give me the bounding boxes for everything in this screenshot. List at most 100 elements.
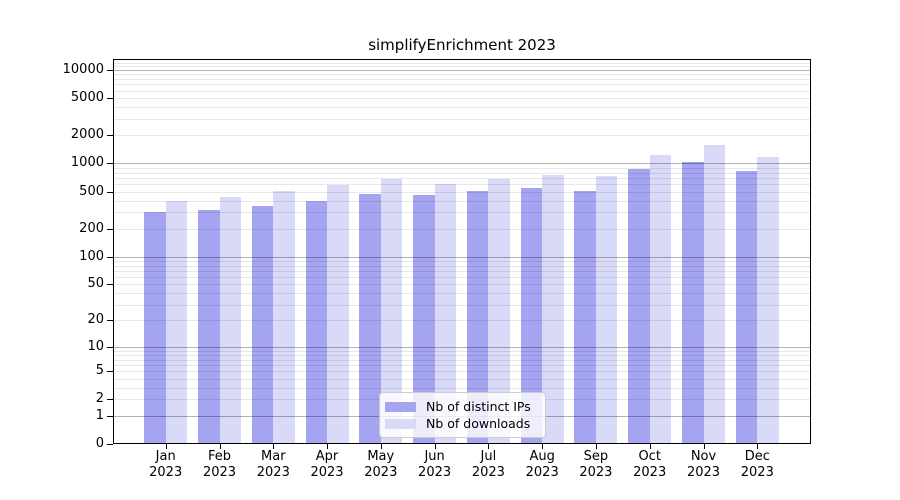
legend-swatch-distinct-ips [385,401,416,412]
gridline-12000 [113,62,811,64]
gridline-700 [113,177,811,179]
y-tick-label-10000: 10000 [62,62,104,77]
y-tick-mark-500 [107,191,113,193]
gridline-300 [113,212,811,214]
gridline-6 [113,365,811,366]
gridline-5 [113,371,811,373]
gridline-5000 [113,98,811,100]
x-tick-mark-sep [595,444,597,449]
x-tick-mark-jan [165,444,167,449]
bar-downloads-mar [273,190,295,444]
bar-distinct-ips-jun [413,194,435,444]
y-tick-label-5: 5 [95,363,104,379]
legend-label-distinct-ips: Nb of distinct IPs [426,398,531,414]
bar-downloads-aug [542,174,564,444]
y-tick-mark-200 [107,228,113,230]
bar-downloads-nov [703,145,725,444]
x-tick-label-feb: Feb 2023 [202,449,237,480]
x-tick-mark-oct [649,444,651,449]
y-tick-label-5000: 5000 [70,90,104,106]
bar-downloads-sep [595,176,618,444]
bar-distinct-ips-aug [520,188,543,444]
gridline-500 [113,191,811,193]
gridline-3000 [113,118,811,120]
x-tick-label-jul: Jul 2023 [471,449,505,480]
bar-distinct-ips-feb [198,209,220,444]
y-tick-mark-20 [107,320,113,322]
y-tick-label-10: 10 [87,338,104,354]
legend-item-downloads: Nb of downloads [385,416,538,432]
x-tick-label-jan: Jan 2023 [149,449,183,480]
gridline-600 [113,184,811,186]
bar-distinct-ips-nov [682,162,704,444]
gridline-8 [113,354,811,356]
y-tick-mark-1 [107,415,113,417]
y-tick-label-1000: 1000 [70,155,104,171]
gridline-9000 [113,74,811,76]
bar-downloads-dec [757,157,779,444]
gridline-6000 [113,90,811,92]
y-tick-label-1: 1 [95,407,104,423]
bar-distinct-ips-apr [305,201,327,444]
bar-distinct-ips-dec [735,171,758,444]
y-tick-mark-10 [107,346,113,348]
gridline-1000 [113,163,811,165]
bar-downloads-jul [488,178,510,444]
gridline-100 [113,256,811,258]
bar-downloads-apr [327,184,349,444]
legend-label-downloads: Nb of downloads [426,415,531,431]
x-tick-label-mar: Mar 2023 [256,449,290,480]
bar-distinct-ips-sep [574,191,596,444]
y-tick-label-500: 500 [79,183,104,199]
bar-downloads-feb [219,196,241,444]
y-tick-mark-5 [107,371,113,373]
y-tick-mark-10000 [107,70,113,71]
gridline-70 [113,270,811,272]
y-tick-label-50: 50 [87,276,104,292]
x-tick-mark-jun [434,444,436,449]
y-tick-label-100: 100 [79,248,104,264]
gridline-11000 [113,66,811,68]
gridline-10 [113,346,811,348]
y-tick-mark-5000 [107,98,113,100]
y-tick-label-2: 2 [95,391,104,407]
y-tick-label-20: 20 [87,312,104,328]
bar-downloads-jun [434,183,457,444]
gridline-2000 [113,135,811,137]
gridline-9 [113,350,811,352]
y-tick-mark-2 [107,399,113,401]
x-tick-label-may: May 2023 [364,449,398,480]
gridline-50 [113,284,811,286]
gridline-800 [113,172,811,174]
x-tick-mark-apr [327,444,328,449]
x-tick-label-apr: Apr 2023 [310,449,344,480]
y-tick-label-2000: 2000 [70,127,104,143]
gridline-40 [113,293,811,295]
x-tick-label-aug: Aug 2023 [525,449,559,480]
gridline-10000 [113,70,811,71]
x-tick-label-jun: Jun 2023 [418,449,452,480]
y-tick-mark-50 [107,284,113,286]
gridline-60 [113,277,811,279]
y-tick-label-0: 0 [95,436,104,451]
gridline-3 [113,387,811,389]
bar-downloads-oct [649,155,672,444]
y-tick-mark-100 [107,256,113,258]
gridline-7000 [113,84,811,86]
x-tick-label-nov: Nov 2023 [686,449,721,480]
chart-title: simplifyEnrichment 2023 [368,36,556,54]
bar-downloads-may [380,179,403,444]
y-tick-mark-2000 [107,135,113,137]
bar-distinct-ips-jul [466,191,489,444]
x-tick-mark-mar [273,444,275,449]
gridline-80 [113,265,811,267]
legend: Nb of distinct IPs Nb of downloads [379,392,546,438]
bar-distinct-ips-mar [251,206,274,444]
x-tick-label-dec: Dec 2023 [740,449,774,480]
x-tick-mark-feb [219,444,221,449]
gridline-20 [113,320,811,322]
x-tick-label-oct: Oct 2023 [633,449,667,480]
x-tick-mark-dec [757,444,759,449]
bar-distinct-ips-oct [628,168,650,444]
